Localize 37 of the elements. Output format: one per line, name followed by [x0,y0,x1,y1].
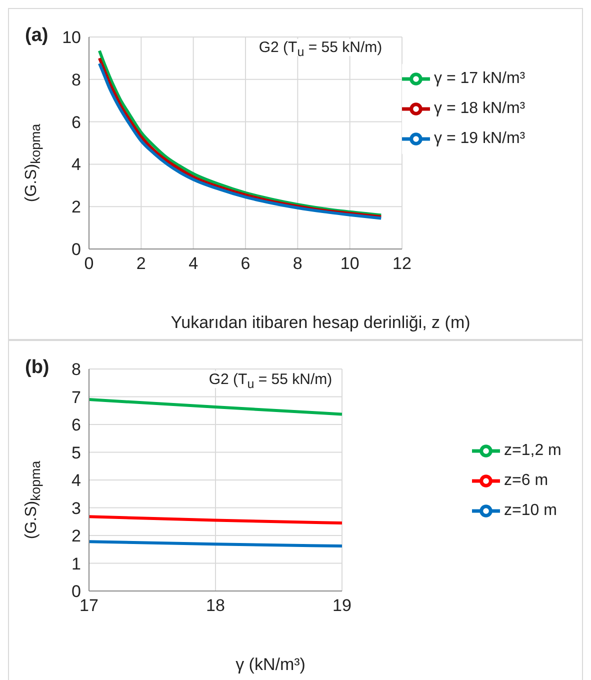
x-tick-label: 19 [332,596,352,616]
legend-label: γ = 17 kN/m³ [434,70,526,87]
x-axis-title: Yukarıdan itibaren hesap derinliği, z (m) [170,313,472,333]
y-tick-label: 4 [72,155,81,174]
legend-label: γ = 18 kN/m³ [434,100,526,117]
y-tick-label: 8 [72,70,81,90]
y-tick-label: 7 [72,388,81,407]
y-tick-label: 6 [72,416,81,435]
x-tick-label: 10 [340,254,360,274]
legend-label: z=6 m [504,472,548,489]
x-tick-label: 12 [392,254,412,274]
chart-title: G2 (T$_{u}$ = 55 kN/m) [202,371,338,391]
x-tick-label: 2 [136,254,146,274]
x-tick-label: 8 [292,254,302,274]
text: (a) [25,25,48,47]
text: (b) [25,357,50,379]
y-tick-label: 2 [72,198,81,217]
legend-label: z=10 m [504,502,557,519]
legend-label: γ = 19 kN/m³ [434,130,526,147]
y-tick-label: 2 [72,526,81,546]
y-tick-label: 10 [62,28,81,48]
x-tick-label: 18 [206,596,225,616]
y-tick-label: 6 [72,112,81,132]
y-tick-label: 1 [72,554,81,574]
x-axis-title: γ (kN/m³) [234,655,306,675]
y-tick-label: 0 [72,240,81,260]
y-tick-label: 3 [72,498,81,518]
x-tick-label: 17 [80,596,98,616]
legend-label: z=1,2 m [504,442,562,459]
y-tick-label: 0 [72,582,81,602]
x-tick-label: 0 [84,254,94,274]
x-tick-label: 4 [188,254,198,274]
y-tick-label: 4 [72,471,81,490]
x-tick-label: 6 [240,254,250,274]
y-tick-label: 8 [72,360,81,380]
y-tick-label: 5 [72,443,81,462]
chart-title: G2 (T$_{u}$ = 55 kN/m) [252,39,388,59]
